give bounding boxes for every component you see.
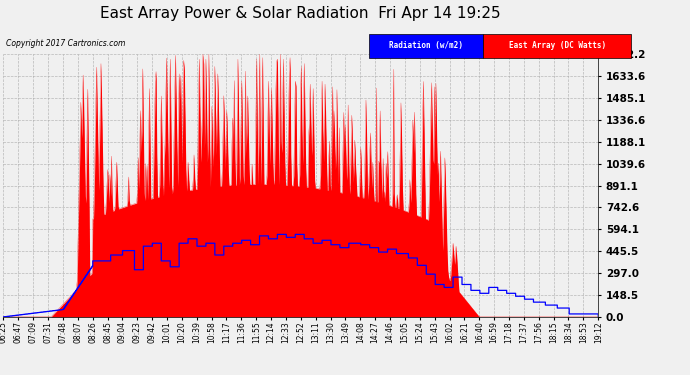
Text: East Array (DC Watts): East Array (DC Watts) bbox=[509, 42, 606, 51]
Text: Radiation (w/m2): Radiation (w/m2) bbox=[389, 42, 463, 51]
Text: Copyright 2017 Cartronics.com: Copyright 2017 Cartronics.com bbox=[6, 39, 125, 48]
Text: East Array Power & Solar Radiation  Fri Apr 14 19:25: East Array Power & Solar Radiation Fri A… bbox=[100, 6, 500, 21]
